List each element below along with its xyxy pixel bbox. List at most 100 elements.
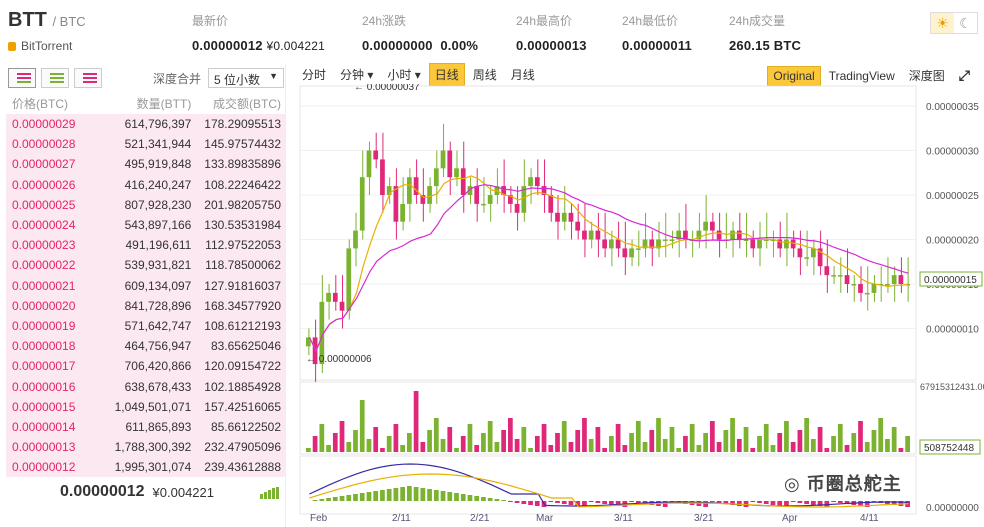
interval-month[interactable]: 月线	[510, 67, 535, 82]
orderbook-row[interactable]: 0.00000013 1,788,300,392 232.47905096	[6, 437, 285, 458]
depth-select[interactable]: 5 位小数 ▼	[208, 68, 285, 88]
volume-bar	[501, 430, 506, 452]
volume-bar	[885, 439, 890, 452]
macd-bar	[407, 486, 412, 501]
orderbook-row[interactable]: 0.00000016 638,678,433 102.18854928	[6, 376, 285, 397]
orderbook-row[interactable]: 0.00000014 611,865,893 85.66122502	[6, 416, 285, 437]
macd-bar	[474, 496, 480, 501]
orderbook-row[interactable]: 0.00000020 841,728,896 168.34577920	[6, 295, 285, 316]
volume-bar	[373, 427, 379, 452]
volume-bar	[743, 427, 749, 452]
macd-bar	[609, 501, 614, 505]
macd-bar	[326, 498, 331, 501]
fullscreen-icon[interactable]: ⤢	[958, 67, 970, 83]
orderbook-row[interactable]: 0.00000012 1,995,301,074 239.43612888	[6, 457, 285, 478]
row-price: 0.00000017	[12, 359, 76, 374]
candle	[669, 239, 675, 241]
orderbook-row[interactable]: 0.00000027 495,919,848 133.89835896	[6, 154, 285, 175]
x-axis-label: 2/11	[392, 513, 411, 524]
orderbook-row[interactable]: 0.00000028 521,341,944 145.97574432	[6, 134, 285, 155]
candle	[716, 230, 722, 240]
row-total: 85.66122502	[210, 419, 282, 434]
macd-bar	[615, 501, 621, 506]
candle	[622, 248, 628, 258]
candle	[676, 230, 682, 240]
orderbook-row[interactable]: 0.00000015 1,049,501,071 157.42516065	[6, 396, 285, 417]
macd-bar	[400, 487, 405, 501]
volume-bar	[339, 421, 345, 452]
candle	[393, 186, 399, 222]
book-both-icon[interactable]	[8, 68, 36, 88]
macd-bar	[454, 493, 459, 501]
candle	[710, 221, 715, 231]
volume-bar	[534, 436, 540, 452]
row-total: 102.18854928	[204, 379, 282, 394]
macd-bar	[602, 501, 607, 504]
interval-hour[interactable]: 小时 ▾	[387, 67, 421, 82]
orderbook-row[interactable]: 0.00000024 543,897,166 130.53531984	[6, 214, 285, 236]
book-asks-icon[interactable]	[74, 68, 102, 88]
orderbook-row[interactable]: 0.00000019 571,642,747 108.61212193	[6, 315, 285, 337]
candle	[474, 186, 480, 204]
macd-bar	[561, 501, 567, 504]
orderbook-row[interactable]: 0.00000029 614,796,397 178.29095513	[6, 114, 285, 135]
orderbook-row[interactable]: 0.00000022 539,931,821 118.78500062	[6, 255, 285, 276]
stat-24h-low: 24h最低价 0.00000011	[622, 12, 692, 53]
candle	[750, 239, 756, 249]
candle	[730, 230, 735, 240]
orderbook-row[interactable]: 0.00000025 807,928,230 201.98205750	[6, 194, 285, 215]
stat-24h-change: 24h涨跌 0.00000000 0.00%	[362, 12, 478, 53]
volume-bar	[467, 424, 473, 452]
macd-bar	[508, 501, 513, 502]
orderbook-row[interactable]: 0.00000023 491,196,611 112.97522053	[6, 235, 285, 256]
price-tick: 0.00000025	[926, 191, 979, 202]
volume-bar	[433, 418, 439, 452]
macd-bar	[339, 496, 345, 501]
orderbook-row[interactable]: 0.00000026 416,240,247 108.22246422	[6, 174, 285, 195]
macd-bar	[790, 501, 796, 502]
macd-bar	[662, 501, 668, 507]
interval-day[interactable]: 日线	[428, 62, 465, 86]
volume-bar	[615, 424, 621, 452]
kline-chart[interactable]: 0.00000035 0.00000030 0.00000025 0.00000020…	[296, 84, 984, 527]
volume-bar	[662, 439, 668, 452]
view-tradingview[interactable]: TradingView	[828, 68, 895, 83]
candle	[656, 239, 661, 249]
orderbook-toolbar: 深度合并 5 位小数 ▼	[6, 64, 285, 92]
row-total: 108.22246422	[204, 177, 282, 192]
view-original[interactable]: Original	[767, 65, 821, 86]
volume-bar	[622, 445, 628, 452]
volume-tick: 67915312431.00	[920, 382, 984, 392]
orderbook-row[interactable]: 0.00000018 464,756,947 83.65625046	[6, 336, 285, 357]
candle	[541, 186, 547, 195]
x-axis-label: Feb	[310, 513, 328, 524]
interval-timeline[interactable]: 分时	[302, 67, 327, 82]
volume-bar	[568, 442, 574, 452]
row-total: 133.89835896	[204, 157, 282, 172]
candle	[777, 239, 783, 249]
view-depth[interactable]: 深度图	[908, 69, 945, 83]
macd-bar	[386, 489, 392, 501]
interval-minute[interactable]: 分钟 ▾	[340, 67, 374, 82]
candle	[642, 239, 648, 249]
candle	[413, 177, 419, 195]
book-bids-icon[interactable]	[41, 68, 69, 88]
orderbook-row[interactable]: 0.00000017 706,420,866 120.09154722	[6, 356, 285, 377]
orderbook-header: 价格(BTC) 数量(BTT) 成交额(BTC)	[6, 92, 285, 114]
moon-icon[interactable]: ☾	[959, 14, 972, 31]
candle	[736, 230, 742, 240]
row-price: 0.00000018	[12, 339, 76, 354]
candle	[386, 186, 392, 195]
orderbook-row[interactable]: 0.00000021 609,134,097 127.91816037	[6, 275, 285, 296]
volume-bar	[326, 445, 331, 452]
interval-week[interactable]: 周线	[472, 67, 497, 82]
volume-bar	[629, 433, 634, 452]
row-total: 178.29095513	[204, 117, 282, 132]
candle	[817, 248, 823, 267]
row-total: 157.42516065	[204, 399, 282, 414]
volume-bar	[696, 445, 702, 452]
sun-icon[interactable]: ☀	[931, 13, 954, 33]
volume-bar	[548, 445, 554, 452]
quote-symbol: / BTC	[52, 14, 86, 29]
change-value: 0.00000000	[362, 38, 433, 53]
